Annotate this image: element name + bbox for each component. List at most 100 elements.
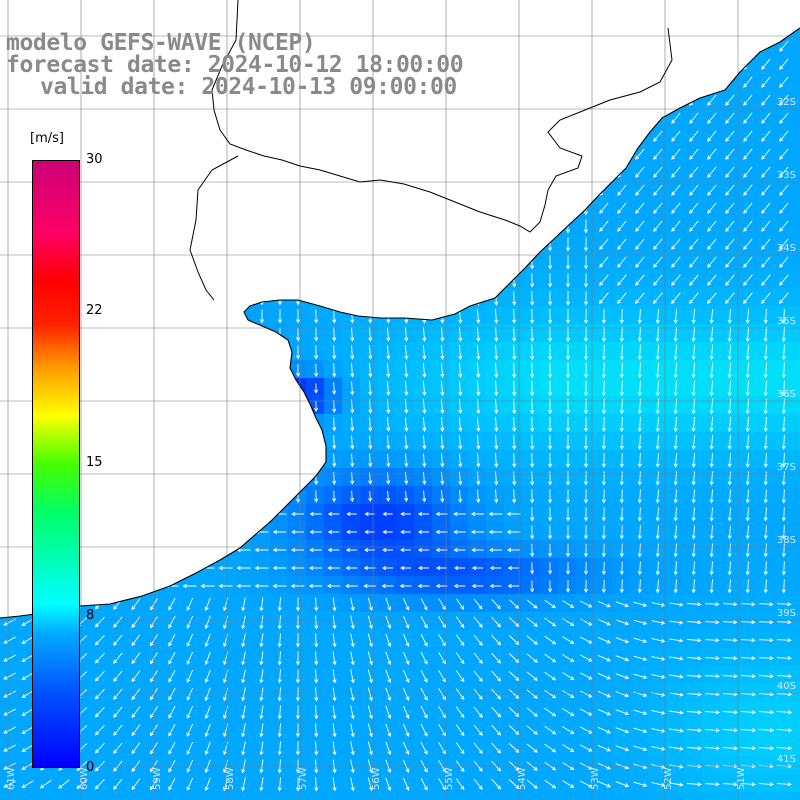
wind-cell [756, 594, 775, 613]
wind-cell [540, 216, 559, 235]
wind-arrow [2, 547, 17, 553]
wind-arrow [635, 130, 645, 142]
wind-arrow [688, 292, 699, 305]
wind-cell [648, 324, 667, 343]
wind-arrow [420, 777, 428, 791]
wind-cell [126, 774, 145, 793]
wind-arrow [296, 255, 301, 270]
wind-arrow [779, 58, 789, 70]
wind-cell [702, 198, 721, 217]
wind-cell [378, 198, 397, 217]
wind-arrow [131, 778, 141, 791]
wind-arrow [725, 220, 735, 232]
wind-arrow [548, 344, 553, 361]
wind-arrow [526, 599, 538, 609]
wind-arrow [350, 651, 355, 666]
wind-arrow [759, 638, 774, 643]
wind-arrow [386, 417, 391, 432]
wind-cell [324, 324, 343, 343]
wind-cell [468, 90, 487, 109]
wind-cell [612, 576, 631, 595]
wind-arrow [309, 529, 322, 535]
wind-cell [252, 504, 271, 523]
wind-cell [0, 756, 19, 775]
wind-arrow [598, 292, 609, 305]
wind-cell [756, 738, 775, 757]
wind-arrow [7, 400, 13, 413]
wind-arrow [506, 547, 521, 553]
wind-arrow [494, 362, 499, 379]
wind-arrow [781, 579, 786, 594]
wind-arrow [455, 616, 465, 629]
wind-arrow [386, 165, 391, 180]
wind-cell [720, 288, 739, 307]
wind-arrow [617, 220, 627, 232]
wind-arrow [512, 291, 517, 306]
wind-cell [144, 774, 163, 793]
wind-arrow [7, 291, 12, 306]
wind-cell [666, 198, 685, 217]
wind-arrow [404, 255, 409, 270]
wind-arrow [473, 778, 483, 790]
wind-arrow [3, 744, 17, 752]
wind-cell [306, 234, 325, 253]
wind-arrow [92, 565, 107, 571]
wind-arrow [386, 291, 391, 306]
wind-arrow [635, 58, 645, 70]
wind-cell [702, 54, 721, 73]
wind-cell [666, 648, 685, 667]
wind-arrow [277, 651, 282, 666]
wind-cell [216, 270, 235, 289]
wind-arrow [617, 202, 627, 214]
wind-arrow [25, 489, 30, 504]
wind-cell [504, 288, 523, 307]
wind-cell [450, 414, 469, 433]
wind-cell [360, 270, 379, 289]
wind-cell [414, 234, 433, 253]
wind-cell [594, 234, 613, 253]
wind-arrow [115, 471, 120, 486]
wind-arrow [110, 583, 125, 589]
wind-cell [252, 666, 271, 685]
wind-cell [684, 414, 703, 433]
wind-cell [216, 774, 235, 793]
wind-cell [558, 90, 577, 109]
wind-cell [108, 396, 127, 415]
wind-arrow [599, 256, 609, 268]
wind-cell [702, 522, 721, 541]
wind-cell [720, 54, 739, 73]
wind-arrow [25, 255, 30, 270]
wind-cell [198, 414, 217, 433]
wind-arrow [512, 237, 517, 252]
wind-arrow [187, 453, 192, 468]
wind-cell [108, 468, 127, 487]
wind-arrow [236, 511, 251, 517]
wind-cell [576, 576, 595, 595]
wind-arrow [115, 201, 120, 216]
wind-cell [774, 756, 793, 775]
wind-arrow [763, 507, 768, 522]
wind-cell [774, 540, 793, 559]
wind-arrow [94, 652, 105, 664]
wind-arrow [309, 511, 322, 517]
wind-arrow [453, 583, 466, 589]
wind-cell [126, 432, 145, 451]
wind-arrow [182, 547, 197, 553]
wind-arrow [92, 547, 107, 553]
wind-arrow [277, 615, 282, 630]
wind-arrow [350, 201, 355, 216]
wind-cell [306, 648, 325, 667]
wind-cell [720, 90, 739, 109]
wind-arrow [420, 669, 428, 683]
wind-arrow [241, 237, 246, 252]
wind-cell [378, 558, 397, 577]
wind-arrow [691, 380, 696, 397]
wind-cell [54, 108, 73, 127]
wind-cell [432, 558, 451, 577]
wind-cell [540, 90, 559, 109]
wind-arrow [259, 741, 264, 756]
wind-arrow [562, 726, 575, 734]
wind-cell [666, 612, 685, 631]
wind-cell [270, 594, 289, 613]
wind-arrow [241, 453, 246, 468]
